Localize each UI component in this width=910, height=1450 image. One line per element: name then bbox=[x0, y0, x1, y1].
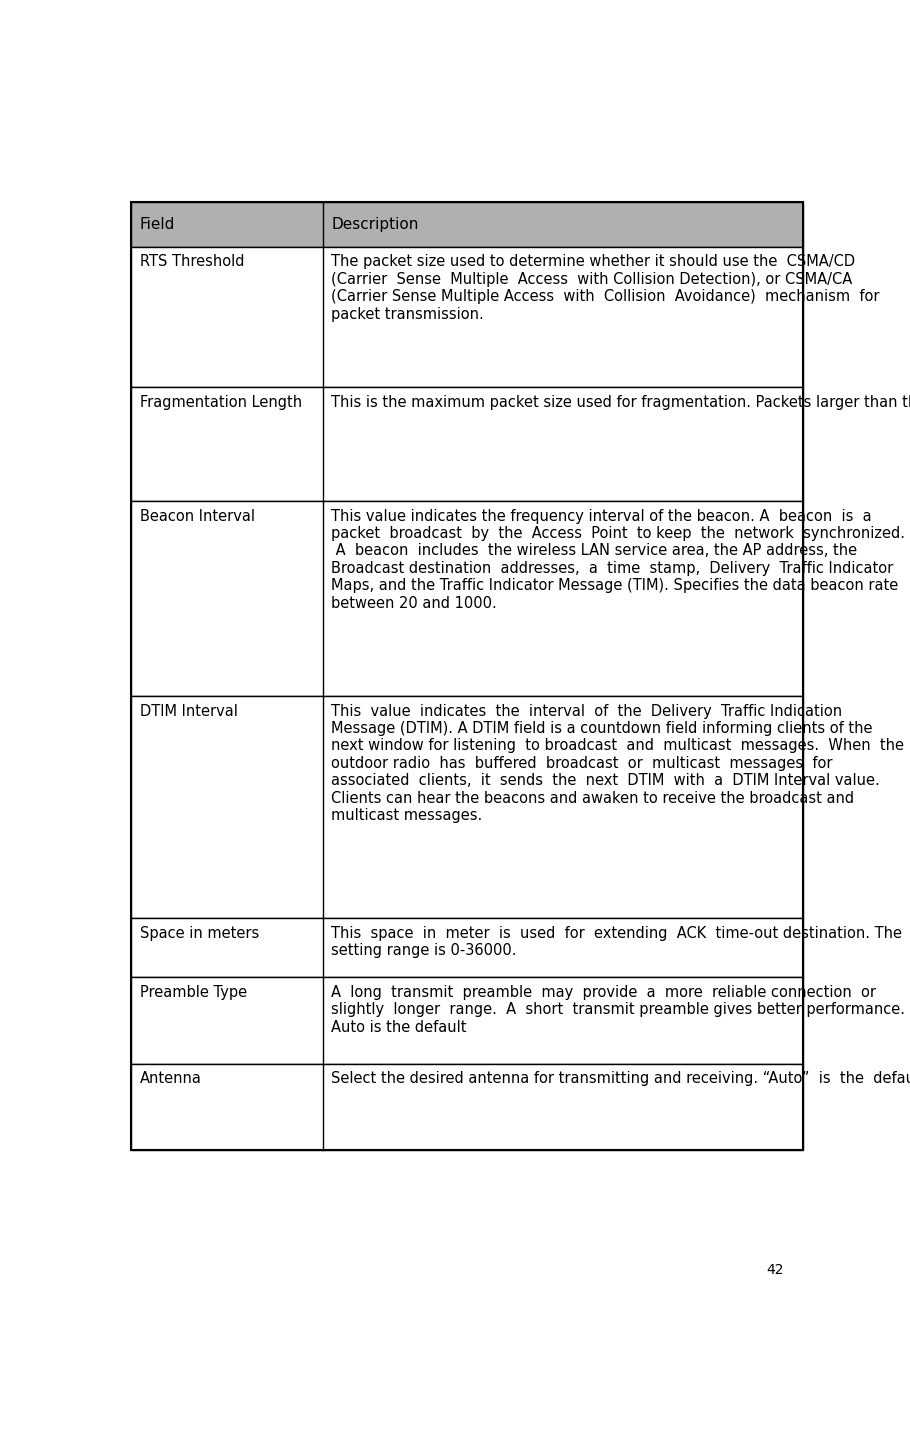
Text: Beacon Interval: Beacon Interval bbox=[140, 509, 255, 523]
Text: DTIM Interval: DTIM Interval bbox=[140, 703, 238, 719]
Text: Antenna: Antenna bbox=[140, 1072, 202, 1086]
Bar bbox=[131, 696, 804, 918]
Text: Field: Field bbox=[140, 216, 176, 232]
Text: Fragmentation Length: Fragmentation Length bbox=[140, 394, 302, 410]
Text: Space in meters: Space in meters bbox=[140, 925, 259, 941]
Text: Description: Description bbox=[331, 216, 419, 232]
Text: 42: 42 bbox=[766, 1263, 784, 1277]
Text: RTS Threshold: RTS Threshold bbox=[140, 254, 245, 270]
Bar bbox=[131, 202, 804, 1150]
Text: This is the maximum packet size used for fragmentation. Packets larger than the : This is the maximum packet size used for… bbox=[331, 394, 910, 410]
Bar bbox=[131, 247, 804, 387]
Text: The packet size used to determine whether it should use the  CSMA/CD  (Carrier  : The packet size used to determine whethe… bbox=[331, 254, 885, 322]
Text: This  space  in  meter  is  used  for  extending  ACK  time-out destination. The: This space in meter is used for extendin… bbox=[331, 925, 903, 958]
Text: Select the desired antenna for transmitting and receiving. “Auto”  is  the  defa: Select the desired antenna for transmitt… bbox=[331, 1072, 910, 1086]
Bar bbox=[131, 977, 804, 1063]
Text: This value indicates the frequency interval of the beacon. A  beacon  is  a  pac: This value indicates the frequency inter… bbox=[331, 509, 905, 610]
Bar bbox=[131, 918, 804, 977]
Text: This  value  indicates  the  interval  of  the  Delivery  Traffic Indication Mes: This value indicates the interval of the… bbox=[331, 703, 909, 824]
Bar bbox=[131, 202, 804, 246]
Text: Preamble Type: Preamble Type bbox=[140, 985, 247, 1000]
Bar bbox=[131, 1063, 804, 1150]
Text: A  long  transmit  preamble  may  provide  a  more  reliable connection  or  sli: A long transmit preamble may provide a m… bbox=[331, 985, 905, 1035]
Bar bbox=[131, 500, 804, 696]
Bar bbox=[131, 387, 804, 500]
